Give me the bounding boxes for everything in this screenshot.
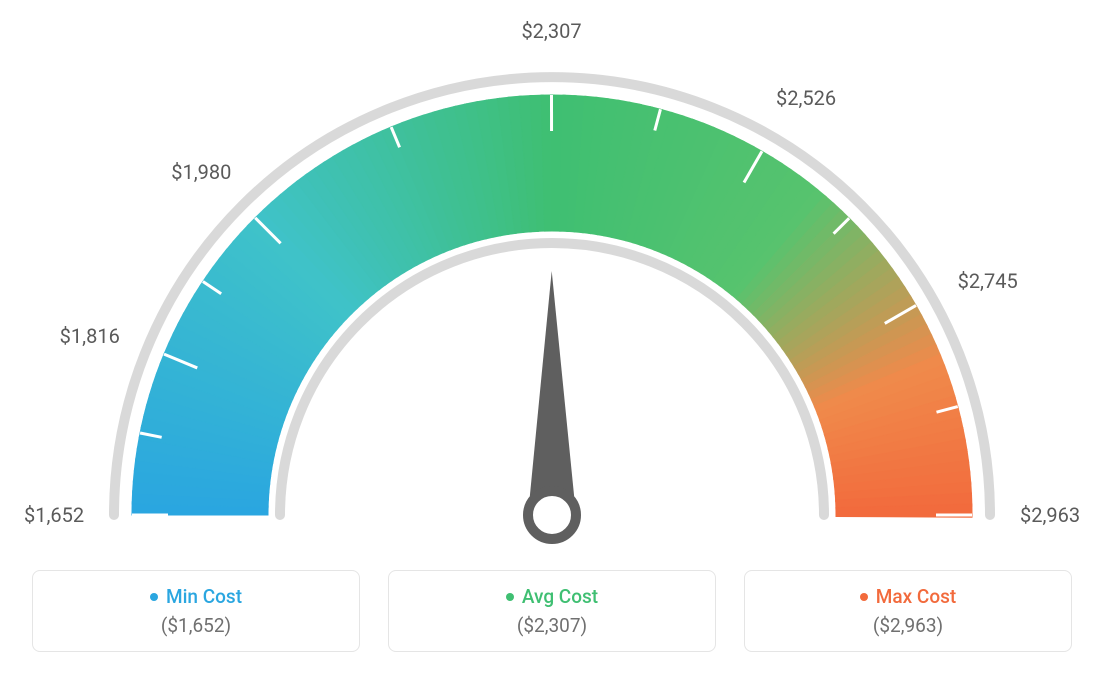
gauge-tick-label: $2,745: [958, 269, 1018, 293]
gauge-tick-label: $1,652: [24, 503, 84, 527]
cost-gauge: $1,652 $1,816 $1,980 $2,307 $2,526 $2,745 $2,9…: [20, 20, 1084, 560]
avg-cost-card: Avg Cost ($2,307): [388, 570, 716, 652]
max-cost-card: Max Cost ($2,963): [744, 570, 1072, 652]
max-cost-label: Max Cost: [876, 585, 956, 608]
max-cost-value: ($2,963): [753, 614, 1063, 637]
gauge-tick-label: $1,816: [60, 324, 120, 348]
avg-cost-value: ($2,307): [397, 614, 707, 637]
gauge-tick-label: $2,526: [776, 86, 836, 110]
gauge-tick-label: $2,307: [521, 19, 581, 43]
min-cost-value: ($1,652): [41, 614, 351, 637]
min-cost-card: Min Cost ($1,652): [32, 570, 360, 652]
gauge-tick-label: $2,963: [1020, 503, 1080, 527]
avg-cost-label: Avg Cost: [522, 585, 598, 608]
min-cost-label: Min Cost: [166, 585, 242, 608]
legend-row: Min Cost ($1,652) Avg Cost ($2,307) Max …: [20, 570, 1084, 652]
gauge-tick-label: $1,980: [171, 160, 231, 184]
